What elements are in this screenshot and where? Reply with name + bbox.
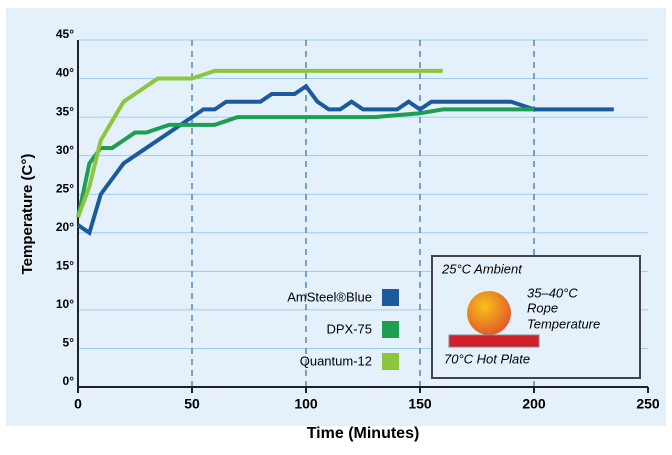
inset-box	[431, 255, 641, 379]
annotation: Temperature	[527, 316, 600, 331]
legend-swatch	[382, 353, 399, 370]
x-tick-label: 250	[636, 396, 660, 412]
y-tick-label: 25°	[56, 181, 74, 195]
x-axis-label: Time (Minutes)	[307, 425, 420, 442]
y-axis-label: Temperature (C°)	[19, 154, 36, 275]
legend-swatch	[382, 321, 399, 338]
x-tick-label: 100	[294, 396, 318, 412]
hot-plate-icon	[448, 334, 540, 348]
x-tick-label: 200	[522, 396, 546, 412]
y-tick-label: 15°	[56, 259, 74, 273]
legend-label: Quantum-12	[300, 353, 372, 368]
y-tick-label: 0°	[63, 374, 75, 388]
y-tick-label: 10°	[56, 297, 74, 311]
x-tick-label: 50	[184, 396, 200, 412]
annotation: 35–40°C	[527, 285, 578, 300]
legend-swatch	[382, 289, 399, 306]
legend-label: AmSteel®Blue	[287, 289, 372, 304]
y-tick-label: 30°	[56, 143, 74, 157]
series-line	[76, 83, 614, 236]
annotation: 70°C Hot Plate	[444, 351, 530, 366]
x-tick-label: 150	[408, 396, 432, 412]
rope-icon	[467, 291, 511, 335]
legend-label: DPX-75	[326, 321, 372, 336]
y-tick-label: 35°	[56, 104, 74, 118]
x-tick-label: 0	[74, 396, 82, 412]
y-tick-label: 45°	[56, 27, 74, 41]
y-tick-label: 5°	[63, 336, 75, 350]
inset: 25°C Ambient 35–40°C Rope Temperature 70…	[431, 255, 641, 379]
series-line	[76, 68, 443, 219]
series-line	[76, 107, 534, 218]
y-tick-label: 40°	[56, 66, 74, 80]
y-tick-label: 20°	[56, 220, 74, 234]
annotation: 25°C Ambient	[441, 261, 523, 276]
annotation: Rope	[527, 300, 558, 315]
